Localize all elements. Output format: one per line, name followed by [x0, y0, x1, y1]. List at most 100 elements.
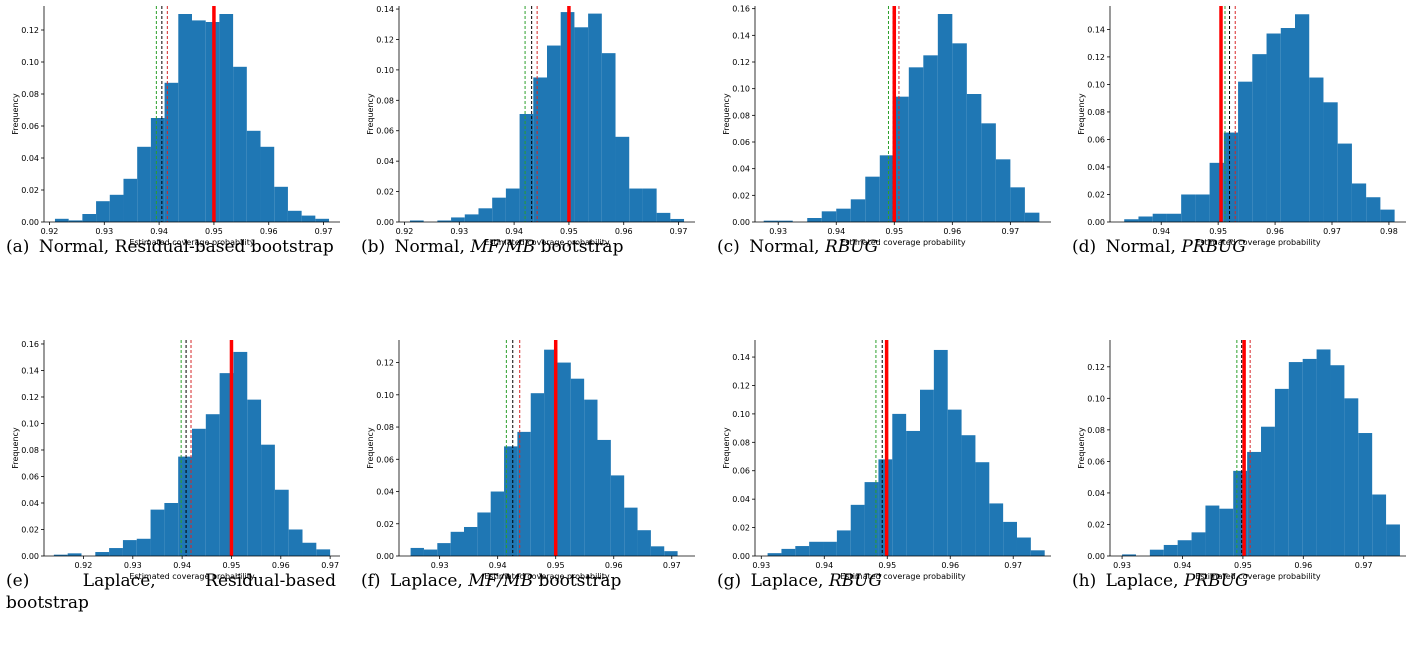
caption-label: (h): [1072, 571, 1097, 591]
y-tick-label: 0.00: [376, 552, 394, 561]
histogram-bar: [809, 541, 824, 556]
histogram-bar: [1010, 187, 1025, 222]
y-tick-label: 0.06: [21, 472, 39, 481]
caption: (a) Normal, Residual-based bootstrap: [6, 236, 336, 258]
histogram-bar: [1266, 33, 1281, 222]
histogram-bar: [1323, 102, 1338, 222]
histogram-bar: [879, 155, 895, 222]
histogram-bar: [82, 214, 97, 222]
y-tick-label: 0.04: [1087, 489, 1105, 498]
y-tick-label: 0.12: [1087, 363, 1105, 372]
caption-label: (e): [6, 571, 30, 591]
histogram-bar: [864, 482, 879, 556]
x-tick-label: 0.94: [1174, 561, 1192, 570]
histogram-bar: [995, 159, 1011, 222]
histogram-chart: 0.92 0.93 0.94 0.95 0.96 0.97 0.00 0.02 0.04 0.06…: [11, 340, 340, 581]
y-axis-label: Frequency: [1077, 93, 1086, 135]
caption-prefix: Laplace,: [750, 571, 824, 591]
y-tick-label: 0.08: [21, 446, 39, 455]
caption-label: (d): [1072, 237, 1097, 257]
y-tick-label: 0.06: [21, 122, 39, 131]
y-tick-label: 0.06: [1087, 457, 1105, 466]
x-tick-label: 0.94: [173, 561, 191, 570]
histogram-bar: [781, 548, 796, 556]
x-tick-label: 0.92: [41, 227, 59, 236]
histogram-bar: [164, 82, 179, 222]
caption-suffix: bootstrap: [538, 571, 622, 591]
caption-label: (a): [6, 237, 30, 257]
y-tick-label: 0.00: [1087, 218, 1105, 227]
histogram-bar: [95, 552, 110, 556]
y-tick-label: 0.10: [732, 410, 750, 419]
histogram-bar: [1191, 532, 1206, 556]
caption: (g) Laplace, RBUG: [717, 570, 1047, 592]
histogram-bar: [1380, 209, 1395, 222]
y-tick-label: 0.02: [21, 186, 39, 195]
histogram-bar: [450, 531, 465, 556]
histogram-bar: [178, 14, 192, 222]
histogram-bar: [1238, 81, 1253, 222]
histogram-bar: [53, 554, 68, 556]
histogram-bar: [67, 553, 82, 556]
histogram-chart: 0.94 0.95 0.96 0.97 0.98 0.00 0.02 0.04 0.06 0.08…: [1077, 6, 1406, 247]
histogram-bar: [624, 507, 638, 556]
histogram-bar: [664, 551, 678, 556]
panel-d: 0.94 0.95 0.96 0.97 0.98 0.00 0.02 0.04 0.06 0.08…: [1066, 0, 1406, 320]
y-tick-label: 0.14: [732, 31, 750, 40]
y-tick-label: 0.10: [21, 58, 39, 67]
caption-suffix: Residual-based bootstrap: [6, 571, 336, 613]
y-tick-label: 0.08: [376, 423, 394, 432]
x-tick-label: 0.96: [260, 227, 278, 236]
x-tick-label: 0.96: [943, 227, 961, 236]
y-tick-label: 0.08: [376, 96, 394, 105]
histogram-bar: [533, 77, 547, 223]
histogram-bar: [260, 146, 275, 222]
panel-c: 0.93 0.94 0.95 0.96 0.97 0.00 0.02 0.04 0.06 0.08…: [711, 0, 1051, 320]
x-tick-label: 0.96: [1266, 227, 1284, 236]
caption-prefix: Normal,: [394, 237, 465, 257]
histogram-bar: [301, 215, 316, 222]
x-tick-label: 0.96: [615, 227, 633, 236]
histogram-bar: [451, 217, 465, 222]
caption-label: (c): [717, 237, 740, 257]
y-tick-label: 0.02: [1087, 520, 1105, 529]
histogram-bar: [490, 491, 505, 556]
y-tick-label: 0.10: [376, 66, 394, 75]
histogram-bar: [96, 201, 110, 222]
x-tick-label: 0.95: [878, 561, 896, 570]
x-tick-label: 0.97: [315, 227, 333, 236]
histogram-chart: 0.93 0.94 0.95 0.96 0.97 0.00 0.02 0.04 0.06 0.08…: [366, 340, 695, 581]
y-tick-label: 0.02: [376, 188, 394, 197]
histogram-bar: [274, 489, 289, 556]
caption-prefix: Normal,: [749, 237, 820, 257]
histogram-bar: [437, 220, 452, 222]
histogram-bar: [1309, 77, 1324, 222]
histogram-bar: [547, 45, 561, 222]
histogram-bar: [246, 130, 261, 222]
histogram-bar: [850, 199, 866, 222]
y-tick-label: 0.04: [732, 165, 750, 174]
x-tick-label: 0.93: [1113, 561, 1131, 570]
x-tick-label: 0.95: [885, 227, 903, 236]
histogram-bar: [952, 43, 967, 223]
histogram-chart: 0.92 0.93 0.94 0.95 0.96 0.97 0.00 0.02 0.04 0.06…: [366, 5, 695, 247]
histogram-bar: [629, 188, 643, 222]
y-tick-label: 0.08: [1087, 426, 1105, 435]
histogram-bar: [961, 435, 976, 556]
x-tick-label: 0.94: [489, 561, 507, 570]
x-tick-label: 0.95: [1234, 561, 1252, 570]
histogram-bar: [247, 399, 262, 556]
y-tick-label: 0.16: [732, 5, 750, 14]
histogram-bar: [1316, 349, 1331, 556]
histogram-bar: [530, 393, 545, 556]
histogram-bar: [519, 114, 534, 222]
histogram-bar: [763, 220, 779, 222]
x-tick-label: 0.95: [1209, 227, 1227, 236]
histogram-bar: [1223, 132, 1239, 222]
histogram-bar: [437, 543, 451, 556]
histogram-bar: [423, 549, 438, 556]
histogram-bar: [850, 504, 865, 556]
y-axis-label: Frequency: [722, 93, 731, 135]
histogram-bar: [478, 208, 493, 222]
x-axis-label: Estimated coverage probability: [484, 238, 610, 247]
